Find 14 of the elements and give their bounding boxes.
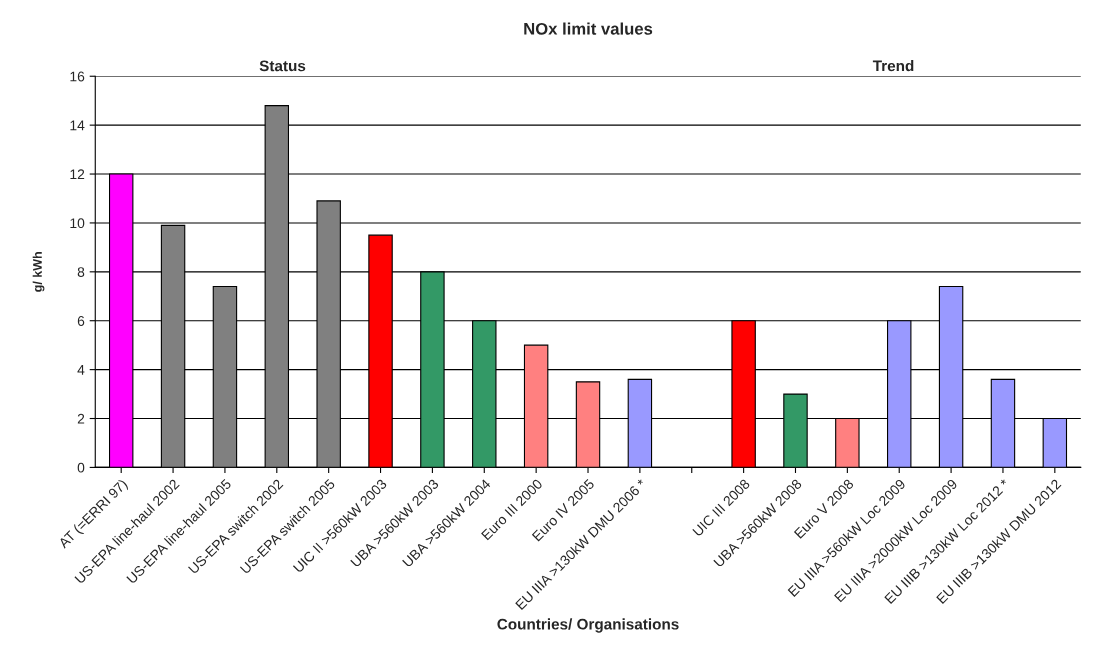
y-tick-label: 4 — [77, 365, 85, 375]
y-tick-label: 6 — [77, 316, 85, 326]
y-tick-label: 14 — [70, 120, 85, 131]
text: Trend — [872, 60, 914, 72]
text: Status — [259, 60, 306, 72]
y-tick-label: 0 — [77, 462, 85, 473]
y-tick-label: 8 — [77, 267, 85, 277]
y-tick-label: 16 — [70, 71, 85, 82]
y-axis-title: g/ kWh — [32, 252, 45, 292]
x-axis-title: Countries/ Organisations — [497, 618, 679, 633]
y-tick-label: 2 — [77, 413, 85, 424]
y-tick-label: 10 — [70, 218, 85, 229]
y-tick-label: 12 — [70, 169, 85, 180]
chart-title: NOx limit values — [524, 22, 653, 35]
